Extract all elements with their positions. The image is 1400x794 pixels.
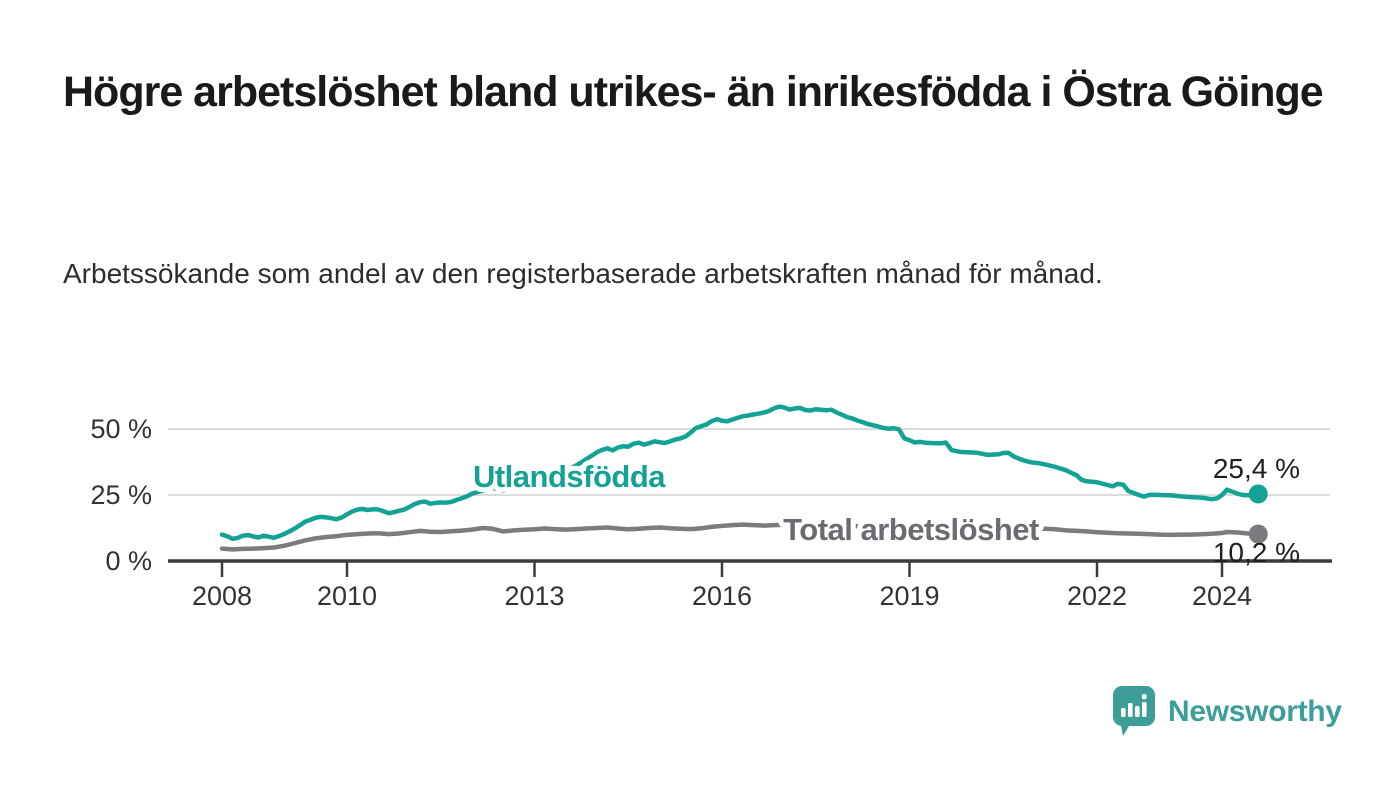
x-tick-label-2024: 2024 bbox=[1192, 581, 1252, 611]
series-line-total bbox=[219, 522, 1261, 552]
page-title: Högre arbetslöshet bland utrikes- än inr… bbox=[63, 68, 1324, 116]
series-line-utlandsfodda bbox=[219, 404, 1261, 542]
exclamation-bar bbox=[1142, 702, 1147, 717]
speech-bubble-shape bbox=[1113, 686, 1155, 736]
series-label-total-arbetsloshet: Total arbetslöshet bbox=[783, 512, 1039, 547]
end-dot-utlandsfodda bbox=[1248, 484, 1268, 504]
axis-tick-labels: 2008 2010 2013 2016 2019 2022 2024 0 % 25 % 50 % bbox=[90, 414, 1252, 611]
y-tick-label-0: 0 % bbox=[105, 546, 152, 576]
x-tick-label-2022: 2022 bbox=[1067, 581, 1127, 611]
y-tick-label-50: 50 % bbox=[90, 414, 152, 444]
newsworthy-logo: Newsworthy bbox=[1113, 686, 1342, 738]
x-tick-label-2010: 2010 bbox=[317, 581, 377, 611]
gridlines bbox=[168, 428, 1330, 496]
series-lines bbox=[219, 404, 1261, 552]
chart-subtitle: Arbetssökande som andel av den registerb… bbox=[63, 258, 1103, 289]
x-tick-label-2013: 2013 bbox=[504, 581, 564, 611]
exclamation-dot bbox=[1142, 694, 1147, 700]
y-tick-label-25: 25 % bbox=[90, 480, 152, 510]
end-value-label-utlandsfodda: 25,4 % bbox=[1213, 453, 1300, 484]
x-axis bbox=[168, 559, 1332, 577]
end-dot-total bbox=[1248, 524, 1268, 544]
series-label-utlandsfodda: Utlandsfödda bbox=[473, 459, 666, 494]
series-end-dots bbox=[1248, 484, 1268, 544]
x-tick-label-2019: 2019 bbox=[879, 581, 939, 611]
x-tick-label-2008: 2008 bbox=[192, 581, 252, 611]
newsworthy-logo-text: Newsworthy bbox=[1168, 695, 1342, 728]
mini-bar-chart bbox=[1121, 694, 1147, 717]
x-tick-label-2016: 2016 bbox=[692, 581, 752, 611]
end-value-label-total: 10,2 % bbox=[1213, 537, 1300, 568]
newsworthy-speech-bubble-chart-icon bbox=[1113, 686, 1155, 736]
